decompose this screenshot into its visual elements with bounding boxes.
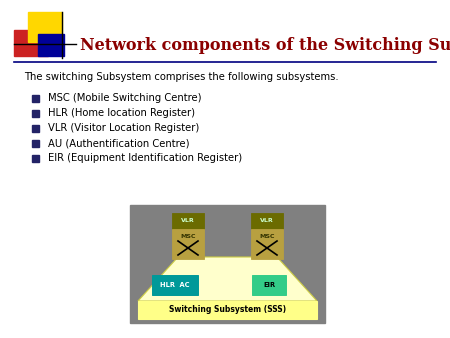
Bar (28, 12, 62, 42)
Bar (252, 275, 286, 295)
Bar (130, 205, 325, 323)
Bar (32, 110, 39, 117)
Text: HLR  AC: HLR AC (160, 282, 190, 288)
Polygon shape (138, 257, 317, 301)
Text: HLR (Home location Register): HLR (Home location Register) (48, 108, 195, 118)
Text: EIR: EIR (263, 282, 275, 288)
Text: Switching Subsystem (SSS): Switching Subsystem (SSS) (169, 306, 286, 314)
Bar (152, 275, 198, 295)
Text: AU (Authentification Centre): AU (Authentification Centre) (48, 138, 189, 148)
Text: MSC: MSC (259, 234, 275, 239)
Text: EIR (Equipment Identification Register): EIR (Equipment Identification Register) (48, 153, 242, 163)
Bar (32, 154, 39, 162)
Text: VLR (Visitor Location Register): VLR (Visitor Location Register) (48, 123, 199, 133)
Bar (32, 95, 39, 101)
Text: MSC (Mobile Switching Centre): MSC (Mobile Switching Centre) (48, 93, 202, 103)
Bar (251, 229, 283, 259)
Bar (172, 213, 204, 229)
Bar (138, 301, 317, 319)
Text: MSC: MSC (180, 234, 196, 239)
Text: The switching Subsystem comprises the following subsystems.: The switching Subsystem comprises the fo… (24, 72, 338, 82)
Bar (14, 30, 48, 56)
Text: Network components of the Switching Subsystem: Network components of the Switching Subs… (80, 38, 450, 54)
Bar (251, 213, 283, 229)
Text: VLR: VLR (181, 218, 195, 223)
Text: VLR: VLR (260, 218, 274, 223)
Bar (32, 124, 39, 131)
Bar (172, 229, 204, 259)
Bar (32, 140, 39, 146)
Bar (38, 34, 64, 56)
